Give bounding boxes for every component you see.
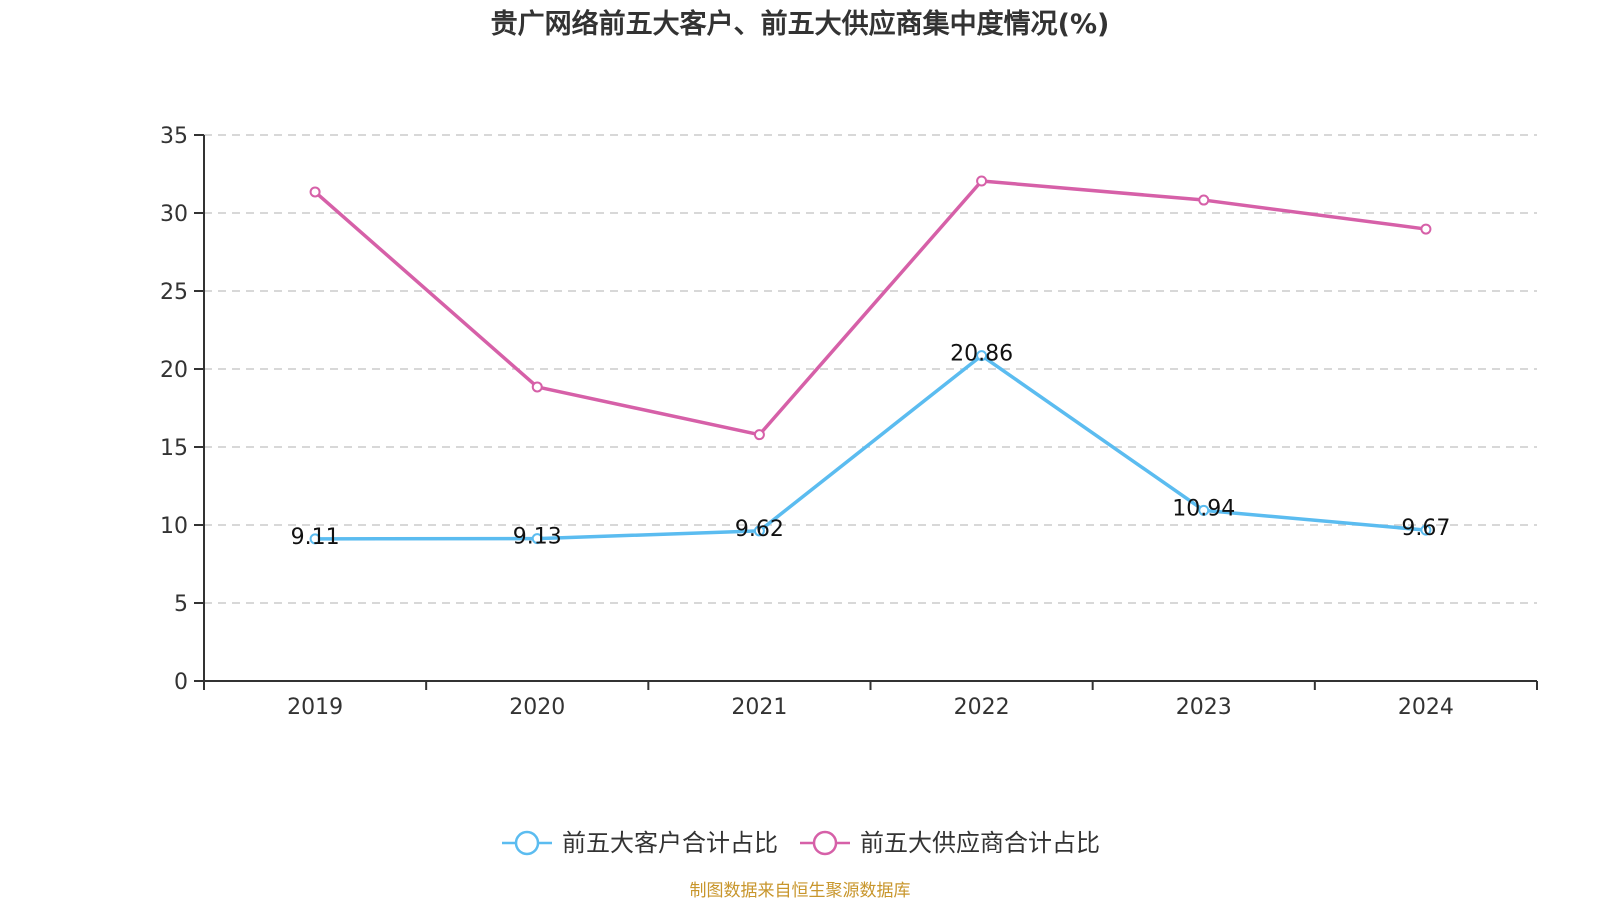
x-tick-label: 2021	[731, 695, 787, 720]
y-tick-label: 5	[174, 592, 188, 617]
data-label: 9.67	[1401, 516, 1450, 541]
data-point	[309, 186, 321, 198]
data-point	[976, 350, 988, 362]
data-point	[1420, 524, 1432, 536]
legend-circle-icon	[514, 830, 540, 856]
x-tick-label: 2024	[1398, 695, 1454, 720]
data-source-note: 制图数据来自恒生聚源数据库	[690, 881, 911, 900]
legend-label-customers: 前五大客户合计占比	[562, 829, 778, 857]
legend-item-suppliers[interactable]: 前五大供应商合计占比	[800, 829, 1100, 857]
y-tick-label: 10	[160, 514, 188, 539]
y-tick-label: 30	[160, 202, 188, 227]
y-tick-label: 25	[160, 280, 188, 305]
data-point	[753, 525, 765, 537]
x-tick-label: 2020	[509, 695, 565, 720]
legend: 前五大客户合计占比 前五大供应商合计占比	[502, 829, 1100, 857]
data-label: 9.11	[291, 525, 340, 550]
data-point	[1420, 223, 1432, 235]
chart-title: 贵广网络前五大客户、前五大供应商集中度情况(%)	[491, 8, 1110, 40]
data-point	[309, 533, 321, 545]
data-label: 10.94	[1172, 496, 1235, 521]
series-layer	[309, 175, 1432, 545]
y-tick-label: 15	[160, 436, 188, 461]
legend-label-suppliers: 前五大供应商合计占比	[860, 829, 1100, 857]
data-point	[531, 381, 543, 393]
data-label: 9.62	[735, 517, 784, 542]
series-line-0	[315, 353, 1427, 541]
data-label: 20.86	[950, 342, 1013, 367]
x-axis: 2019 2020 2021 2022 2023 2024	[203, 680, 1538, 720]
legend-circle-icon	[812, 830, 838, 856]
data-point	[753, 429, 765, 441]
data-label: 9.13	[513, 525, 562, 550]
gridlines	[204, 134, 1537, 604]
data-point	[976, 175, 988, 187]
data-point	[1198, 194, 1210, 206]
y-axis: 0 5 10 15 20 25 30 35	[160, 124, 205, 695]
y-tick-label: 0	[174, 670, 188, 695]
x-tick-label: 2023	[1176, 695, 1232, 720]
data-point	[531, 533, 543, 545]
data-labels: 9.11 9.13 9.62 20.86 10.94 9.67	[291, 342, 1451, 550]
legend-item-customers[interactable]: 前五大客户合计占比	[502, 829, 778, 857]
data-point	[1198, 504, 1210, 516]
x-tick-label: 2022	[954, 695, 1010, 720]
y-tick-label: 35	[160, 124, 188, 149]
series-line-1	[313, 179, 1427, 437]
x-tick-label: 2019	[287, 695, 343, 720]
y-tick-label: 20	[160, 358, 188, 383]
